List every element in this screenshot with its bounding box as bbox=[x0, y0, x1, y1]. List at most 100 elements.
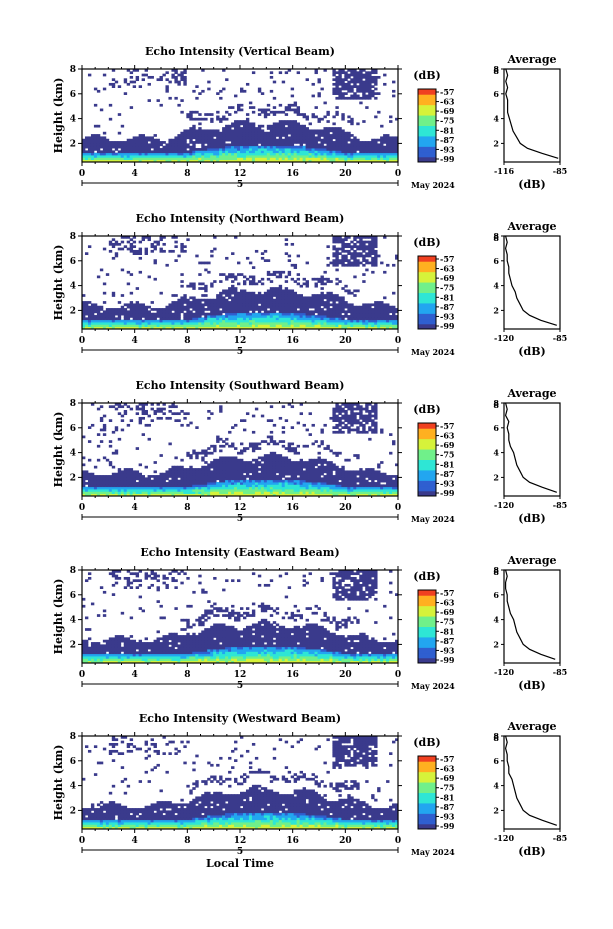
heatmap-cell bbox=[135, 136, 140, 140]
heatmap-cell bbox=[123, 484, 128, 488]
heatmap-cell bbox=[251, 127, 256, 130]
heatmap-cell bbox=[195, 491, 199, 495]
heatmap-cell bbox=[82, 489, 86, 492]
heatmap-cell bbox=[228, 113, 232, 116]
heatmap-cell bbox=[308, 305, 312, 309]
heatmap-cell bbox=[165, 152, 169, 156]
heatmap-cell bbox=[144, 322, 148, 325]
heatmap-cell bbox=[195, 298, 199, 302]
heatmap-cell bbox=[123, 319, 128, 323]
heatmap-cell bbox=[141, 308, 145, 311]
heatmap-cell bbox=[245, 491, 250, 495]
heatmap-cell bbox=[123, 236, 128, 239]
heatmap-cell bbox=[335, 282, 339, 286]
heatmap-cell bbox=[338, 322, 342, 325]
heatmap-cell bbox=[356, 319, 360, 323]
heatmap-cell bbox=[269, 131, 274, 135]
heatmap-cell bbox=[222, 143, 226, 147]
heatmap bbox=[82, 236, 399, 330]
heatmap-cell bbox=[278, 124, 283, 128]
heatmap-cell bbox=[189, 152, 193, 156]
heatmap-cell bbox=[305, 444, 309, 448]
heatmap-cell bbox=[216, 141, 220, 144]
heatmap-cell bbox=[150, 159, 154, 163]
heatmap-cell bbox=[189, 127, 193, 130]
heatmap-cell bbox=[180, 138, 184, 142]
heatmap-cell bbox=[353, 238, 357, 242]
heatmap-cell bbox=[234, 305, 238, 309]
heatmap-cell bbox=[374, 305, 378, 309]
heatmap-cell bbox=[153, 319, 157, 323]
heatmap-cell bbox=[377, 305, 381, 309]
heatmap-cell bbox=[257, 461, 262, 464]
heatmap-cell bbox=[225, 310, 229, 314]
heatmap-cell bbox=[359, 315, 363, 318]
heatmap-cell bbox=[296, 152, 301, 156]
heatmap-cell bbox=[231, 296, 235, 300]
heatmap-cell bbox=[371, 141, 375, 144]
heatmap-cell bbox=[108, 152, 113, 156]
heatmap-cell bbox=[192, 143, 196, 147]
heatmap-cell bbox=[341, 87, 345, 91]
heatmap-cell bbox=[257, 155, 262, 158]
heatmap-cell bbox=[114, 152, 119, 156]
heatmap-cell bbox=[138, 85, 143, 88]
heatmap-cell bbox=[159, 152, 163, 156]
heatmap-cell bbox=[257, 305, 262, 309]
heatmap-cell bbox=[168, 470, 172, 474]
heatmap-cell bbox=[132, 493, 137, 497]
heatmap-cell bbox=[225, 150, 229, 154]
heatmap-cell bbox=[138, 159, 143, 163]
heatmap-cell bbox=[248, 157, 253, 161]
heatmap-cell bbox=[180, 308, 184, 311]
heatmap-cell bbox=[326, 134, 330, 137]
heatmap-cell bbox=[323, 129, 327, 133]
heatmap-cell bbox=[192, 89, 196, 93]
heatmap-cell bbox=[263, 115, 268, 119]
heatmap-cell bbox=[189, 159, 193, 163]
heatmap-cell bbox=[389, 324, 393, 328]
heatmap-cell bbox=[371, 143, 375, 147]
heatmap-cell bbox=[353, 150, 357, 154]
heatmap-cell bbox=[248, 468, 253, 471]
heatmap-cell bbox=[195, 152, 199, 156]
heatmap-cell bbox=[260, 456, 265, 460]
heatmap-cell bbox=[323, 134, 327, 137]
heatmap-cell bbox=[371, 138, 375, 142]
heatmap-cell bbox=[254, 324, 259, 328]
heatmap-cell bbox=[314, 106, 318, 109]
heatmap-cell bbox=[272, 129, 277, 133]
heatmap-cell bbox=[192, 131, 196, 135]
heatmap-cell bbox=[269, 145, 274, 149]
heatmap-cell bbox=[365, 305, 369, 309]
colorbar-segment bbox=[418, 302, 436, 309]
heatmap-cell bbox=[201, 324, 205, 328]
heatmap-cell bbox=[251, 134, 256, 137]
heatmap-cell bbox=[242, 489, 247, 492]
average-x-axis-label: (dB) bbox=[518, 345, 545, 358]
heatmap-cell bbox=[281, 465, 286, 469]
heatmap-cell bbox=[332, 247, 336, 251]
heatmap-cell bbox=[287, 317, 292, 321]
heatmap-cell bbox=[380, 308, 384, 311]
heatmap-cell bbox=[108, 475, 113, 478]
heatmap-cell bbox=[293, 103, 298, 107]
heatmap-cell bbox=[299, 131, 303, 135]
heatmap-cell bbox=[204, 141, 208, 144]
heatmap-cell bbox=[377, 308, 381, 311]
heatmap-cell bbox=[150, 486, 154, 490]
heatmap-cell bbox=[192, 110, 196, 114]
heatmap-cell bbox=[245, 127, 250, 130]
heatmap-cell bbox=[108, 491, 113, 495]
heatmap-cell bbox=[242, 148, 247, 151]
heatmap-cell bbox=[368, 245, 372, 249]
heatmap-cell bbox=[84, 489, 89, 492]
heatmap-cell bbox=[126, 240, 131, 244]
heatmap-cell bbox=[323, 324, 327, 328]
heatmap-cell bbox=[275, 486, 280, 490]
heatmap-cell bbox=[341, 263, 345, 267]
heatmap-cell bbox=[296, 305, 301, 309]
heatmap-cell bbox=[293, 148, 298, 151]
heatmap-cell bbox=[168, 143, 172, 147]
heatmap-cell bbox=[287, 477, 292, 481]
